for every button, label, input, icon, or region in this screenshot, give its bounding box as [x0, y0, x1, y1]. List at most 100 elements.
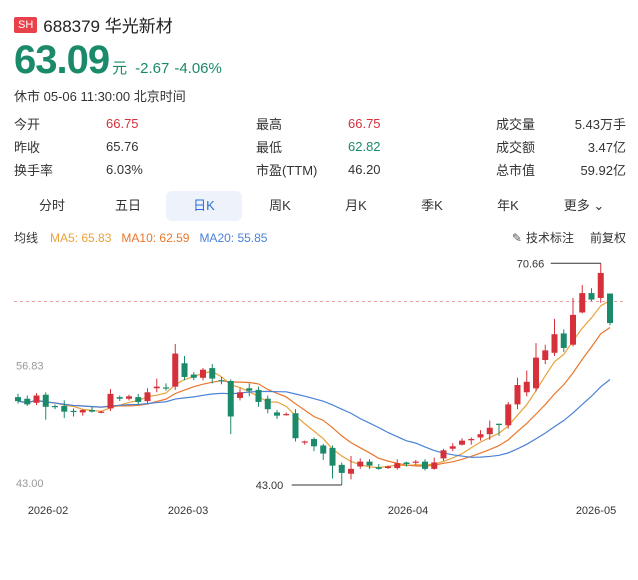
stat-value: 46.20	[348, 162, 381, 177]
stat-label: 最高	[256, 117, 283, 132]
stats-row: 换手率 6.03% 市盈(TTM) 46.20 总市值 59.92亿	[14, 158, 626, 181]
stat-value: 5.43万手	[574, 117, 626, 132]
stat-value: 59.92亿	[580, 163, 626, 178]
candle-body	[42, 394, 49, 407]
x-tick-label: 2026-04	[388, 505, 428, 517]
candle-body	[570, 314, 576, 345]
candle-body	[98, 411, 105, 413]
candle-body	[329, 447, 336, 466]
tab-0[interactable]: 分时	[38, 198, 65, 213]
stat-label: 总市值	[496, 163, 536, 178]
candle-body	[348, 468, 354, 474]
pen-icon: ✎	[511, 230, 522, 245]
tech-annotation-label: 技术标注	[525, 231, 574, 245]
ma-title: 均线	[14, 231, 39, 245]
price-change: -2.67	[135, 60, 170, 77]
tab-1[interactable]: 五日	[114, 198, 141, 213]
x-tick-label: 2026-02	[28, 505, 68, 517]
candle-body	[560, 333, 567, 348]
candle-body	[89, 410, 95, 412]
candle-body	[227, 380, 234, 417]
candle-body	[597, 272, 604, 298]
tab-4[interactable]: 月K	[345, 198, 367, 213]
kline-chart[interactable]: 56.83 43.00 70.66 43.00 2026-02 2026-03 2026-0…	[0, 250, 638, 530]
candle-body	[366, 461, 373, 466]
stats-grid: 今开 66.75 最高 66.75 成交量 5.43万手昨收 65.76 最低 62.82 成交额…	[14, 112, 626, 181]
candle-body	[311, 439, 317, 447]
candle-body	[459, 440, 465, 445]
candle-body	[385, 466, 391, 469]
candle-body	[607, 293, 613, 324]
candle-body	[292, 413, 299, 439]
candle-body	[79, 410, 86, 413]
stats-row: 今开 66.75 最高 66.75 成交量 5.43万手	[14, 112, 626, 135]
candle-body	[514, 385, 521, 405]
stat-label: 换手率	[14, 163, 54, 178]
stock-code-name: 688379 华光新材	[43, 17, 173, 36]
stat-value: 62.82	[348, 139, 381, 154]
stats-row: 昨收 65.76 最低 62.82 成交额 3.47亿	[14, 135, 626, 158]
candle-body	[431, 462, 438, 469]
candle-body	[523, 381, 530, 393]
ma10-label: MA10: 62.59	[121, 230, 190, 245]
candle-body	[505, 404, 512, 426]
adjust-mode-button[interactable]: 前复权	[589, 231, 626, 245]
period-tabs: 分时 五日 日K 周K 月K 季K 年K 更多 ⌄	[14, 190, 626, 222]
candle-body	[468, 439, 475, 441]
kline-svg: 56.83 43.00 70.66 43.00 2026-02 2026-03 2026-0…	[14, 258, 626, 517]
candle-body	[477, 434, 484, 438]
stat-value: 6.03%	[106, 162, 143, 177]
candle-body	[357, 461, 364, 467]
stat-label: 成交量	[496, 117, 536, 132]
tab-2[interactable]: 日K	[166, 191, 242, 221]
stat-label: 市盈(TTM)	[256, 163, 318, 178]
candle-body	[33, 395, 40, 403]
candle-body	[588, 293, 595, 300]
candle-body	[338, 464, 345, 473]
candle-body	[70, 410, 77, 413]
candle-body	[246, 388, 253, 391]
market-status: 休市 05-06 11:30:00 北京时间	[14, 89, 186, 104]
stat-value: 66.75	[348, 116, 381, 131]
candle-body	[394, 463, 401, 469]
candle-body	[172, 353, 179, 387]
price-change-pct: -4.06%	[174, 60, 222, 77]
candle-body	[403, 462, 410, 465]
ma5-label: MA5: 65.83	[50, 230, 112, 245]
candle-body	[24, 398, 31, 405]
candle-body	[449, 446, 456, 449]
candle-body	[190, 374, 197, 378]
tech-annotation-button[interactable]: ✎ 技术标注	[512, 229, 574, 246]
low-price-label: 43.00	[256, 480, 284, 492]
ma-legend: 均线 MA5: 65.83 MA10: 62.59 MA20: 55.85 ✎ …	[14, 229, 626, 246]
ma20-line	[17, 379, 611, 458]
candle-body	[320, 445, 327, 454]
stat-value: 65.76	[106, 139, 139, 154]
tab-7[interactable]: 更多 ⌄	[563, 198, 605, 213]
candle-body	[375, 467, 382, 469]
stat-value: 66.75	[106, 116, 139, 131]
candle-body	[15, 397, 21, 402]
chevron-down-icon: ⌄	[589, 198, 605, 213]
candle-body	[542, 350, 549, 361]
tab-3[interactable]: 周K	[269, 198, 291, 213]
candle-body	[496, 423, 502, 425]
exchange-badge: SH	[14, 16, 38, 33]
candle-body	[135, 397, 142, 402]
candle-body	[218, 380, 225, 382]
candle-body	[255, 389, 262, 402]
candle-body	[551, 334, 558, 353]
candle-body	[116, 397, 123, 399]
candle-body	[153, 386, 160, 389]
candle-body	[301, 441, 308, 443]
candle-body	[126, 396, 132, 399]
ma20-label: MA20: 55.85	[199, 230, 268, 245]
candle-body	[412, 461, 419, 463]
x-tick-label: 2026-03	[168, 505, 208, 517]
candle-body	[181, 363, 188, 377]
tab-5[interactable]: 季K	[421, 198, 443, 213]
tab-6[interactable]: 年K	[497, 198, 519, 213]
y-tick-label: 56.83	[16, 361, 44, 373]
stat-label: 今开	[14, 117, 41, 132]
candle-body	[52, 405, 58, 408]
